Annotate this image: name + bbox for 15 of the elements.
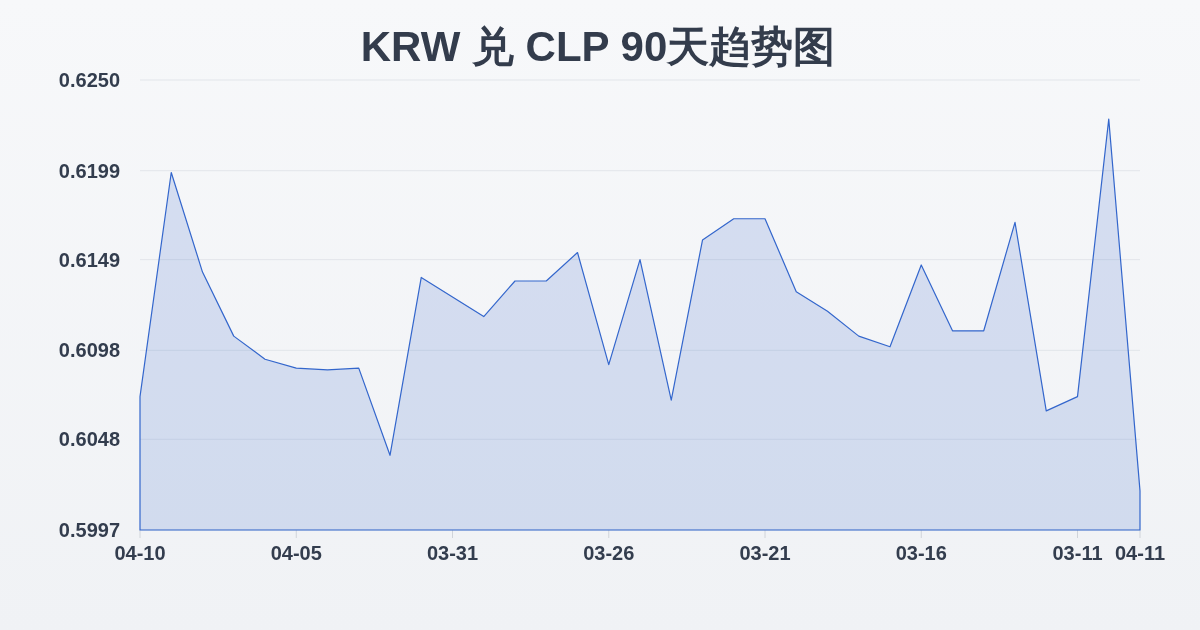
x-tick-label: 04-11 xyxy=(1114,542,1166,564)
y-tick-label: 0.6199 xyxy=(58,159,120,182)
x-tick-label: 03-11 xyxy=(1052,542,1103,564)
x-tick-label: 04-05 xyxy=(270,542,322,564)
x-tick-label: 03-31 xyxy=(426,542,479,564)
y-tick-label: 0.6048 xyxy=(58,428,120,451)
y-tick-label: 0.6250 xyxy=(58,69,120,91)
y-tick-label: 0.6149 xyxy=(58,248,120,271)
x-tick-label: 03-16 xyxy=(895,542,947,564)
x-tick-label: 03-21 xyxy=(739,542,791,564)
chart-title: KRW 兑 CLP 90天趋势图 xyxy=(360,23,836,70)
y-tick-label: 0.5997 xyxy=(58,519,120,541)
y-tick-label: 0.6098 xyxy=(58,339,120,362)
x-tick-label: 03-26 xyxy=(583,542,635,564)
x-tick-label: 04-10 xyxy=(114,542,166,564)
